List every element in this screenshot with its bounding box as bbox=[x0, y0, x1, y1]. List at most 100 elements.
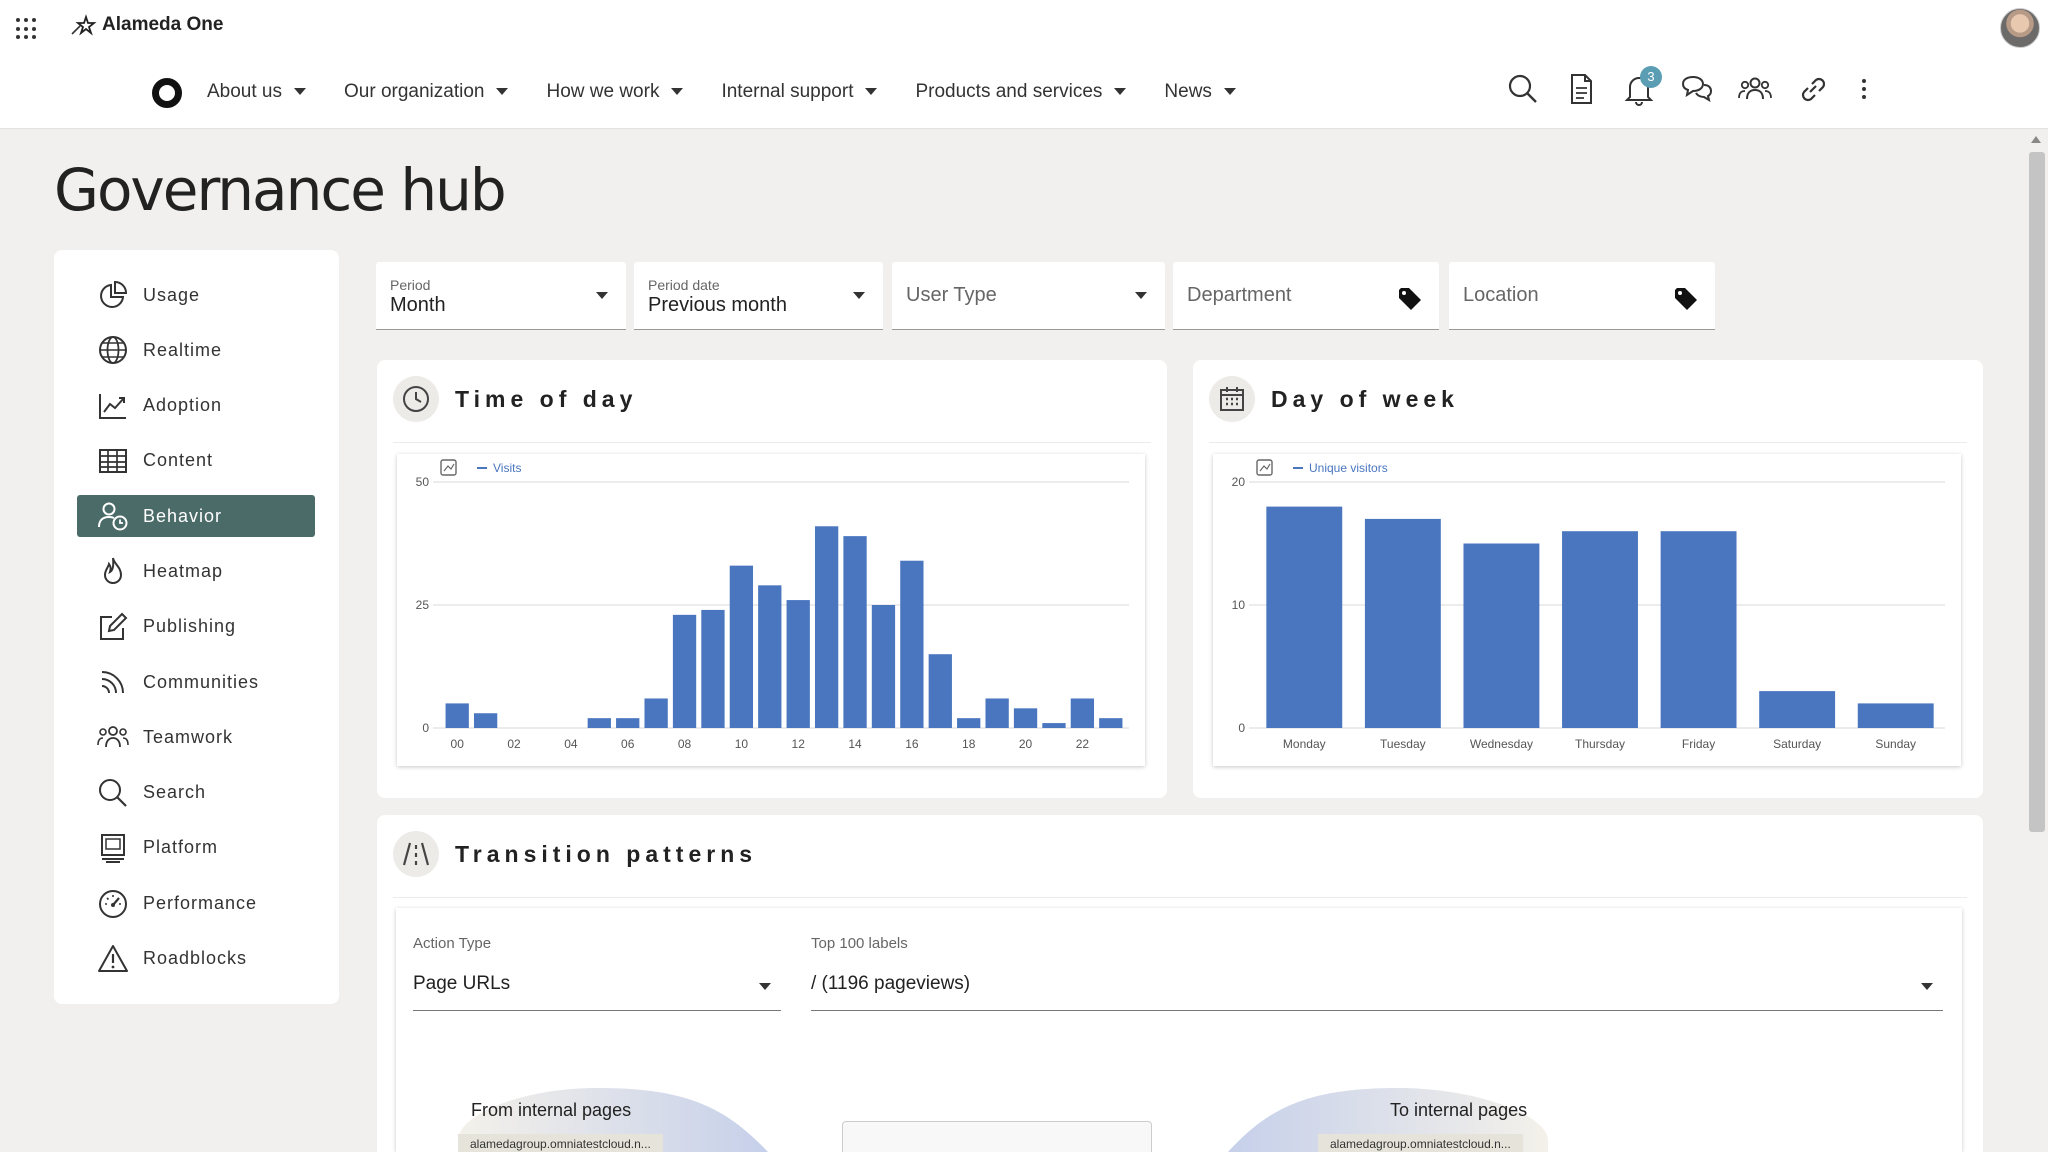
day-of-week-card: Day of week Unique visitors 0 10 20 Monday Tu… bbox=[1193, 360, 1983, 798]
search-icon[interactable] bbox=[1506, 72, 1540, 106]
bar-saturday bbox=[1759, 691, 1836, 728]
user-avatar[interactable] bbox=[2000, 8, 2040, 48]
trend-chart-icon bbox=[99, 393, 126, 419]
sidebar-item-label: Adoption bbox=[143, 395, 223, 416]
scroll-up-arrow-icon[interactable] bbox=[2031, 136, 2041, 143]
scroll-thumb[interactable] bbox=[2029, 152, 2045, 832]
chart-type-toggle-glyph bbox=[1259, 463, 1271, 472]
caret-down-icon bbox=[671, 88, 684, 95]
bar-hour-16 bbox=[900, 560, 924, 728]
bar-hour-18 bbox=[957, 718, 981, 728]
document-icon[interactable] bbox=[1564, 72, 1598, 106]
from-internal-pages-flow: From internal pages alamedagroup.omniate… bbox=[458, 1088, 768, 1152]
sidebar-item-performance[interactable]: Performance bbox=[77, 882, 315, 924]
chart-type-toggle-glyph bbox=[443, 463, 455, 472]
sidebar-item-label: Search bbox=[143, 782, 207, 803]
brand-logo[interactable]: Alameda One bbox=[70, 14, 223, 36]
nav-news[interactable]: News bbox=[1164, 81, 1236, 103]
sidebar-item-label: Platform bbox=[143, 837, 219, 858]
people-icon bbox=[97, 726, 129, 748]
sidebar-item-platform[interactable]: Platform bbox=[77, 827, 315, 869]
x-tick-label: Saturday bbox=[1773, 737, 1821, 751]
road-icon bbox=[393, 831, 439, 877]
nav-our-organization[interactable]: Our organization bbox=[344, 81, 509, 103]
current-page-box bbox=[842, 1121, 1152, 1152]
sidebar-item-content[interactable]: Content bbox=[77, 440, 315, 482]
top-labels-select[interactable]: Top 100 labels / (1196 pageviews) bbox=[811, 935, 1943, 1011]
link-icon[interactable] bbox=[1796, 72, 1830, 106]
tag-icon[interactable] bbox=[1397, 286, 1423, 312]
period-date-select[interactable]: Period date Previous month bbox=[634, 262, 883, 330]
more-options-icon[interactable] bbox=[1854, 72, 1874, 106]
caret-down-icon bbox=[1135, 292, 1147, 299]
sidebar-item-roadblocks[interactable]: Roadblocks bbox=[77, 938, 315, 980]
action-type-select[interactable]: Action Type Page URLs bbox=[413, 935, 781, 1011]
nav-label: Internal support bbox=[721, 80, 854, 102]
user-type-select[interactable]: User Type bbox=[892, 262, 1165, 330]
sidebar-item-behavior[interactable]: Behavior bbox=[77, 495, 315, 538]
caret-down-icon bbox=[865, 88, 878, 95]
search-icon bbox=[99, 778, 127, 807]
sidebar-item-label: Communities bbox=[143, 671, 260, 692]
caret-down-icon bbox=[853, 292, 865, 299]
time-of-day-chart-svg: Visits 0 25 50 00 02 04 06 08 10 12 14 16 18 20 22 bbox=[416, 459, 1129, 751]
bar-hour-8 bbox=[672, 614, 697, 728]
sidebar-item-communities[interactable]: Communities bbox=[77, 661, 315, 703]
chat-icon[interactable] bbox=[1680, 72, 1714, 106]
bar-hour-19 bbox=[985, 698, 1009, 728]
caret-down-icon bbox=[1114, 88, 1127, 95]
tag-icon[interactable] bbox=[1673, 286, 1699, 312]
chart-type-toggle-icon[interactable] bbox=[1256, 459, 1273, 476]
sidebar-item-usage[interactable]: Usage bbox=[77, 274, 315, 316]
app-launcher-icon[interactable] bbox=[16, 18, 38, 40]
sidebar-item-label: Heatmap bbox=[143, 560, 224, 581]
action-type-label: Action Type bbox=[413, 935, 492, 952]
day-of-week-chart-svg: Unique visitors 0 10 20 Monday Tuesday Wednesd… bbox=[1232, 459, 1945, 751]
page-scrollbar[interactable] bbox=[2024, 130, 2048, 1152]
nav-internal-support[interactable]: Internal support bbox=[721, 80, 878, 103]
time-of-day-title: Time of day bbox=[455, 385, 638, 412]
bar-hour-21 bbox=[1042, 723, 1066, 728]
to-page-chip[interactable]: alamedagroup.omniatestcloud.n... bbox=[1318, 1134, 1523, 1152]
day-of-week-title: Day of week bbox=[1271, 385, 1459, 412]
location-filter[interactable]: Location bbox=[1449, 262, 1715, 330]
period-select[interactable]: Period Month bbox=[376, 262, 626, 330]
bar-hour-14 bbox=[843, 536, 867, 728]
department-filter[interactable]: Department bbox=[1173, 262, 1439, 330]
main-navigation: About us Our organization How we work In… bbox=[0, 54, 2048, 129]
bar-hour-17 bbox=[928, 654, 952, 728]
time-of-day-chart: Visits 0 25 50 00 02 04 06 08 10 12 14 16 18 20 22 bbox=[397, 454, 1145, 766]
y-tick-label: 10 bbox=[1232, 598, 1246, 612]
period-value: Month bbox=[390, 294, 446, 316]
x-tick-label: Monday bbox=[1283, 737, 1326, 751]
bar-hour-7 bbox=[644, 698, 668, 728]
people-group-icon[interactable] bbox=[1738, 72, 1772, 106]
sidebar-item-adoption[interactable]: Adoption bbox=[77, 385, 315, 427]
to-internal-pages-title: To internal pages bbox=[1390, 1100, 1528, 1120]
sidebar-item-publishing[interactable]: Publishing bbox=[77, 606, 315, 648]
pie-chart-icon bbox=[100, 280, 128, 308]
warning-icon bbox=[98, 944, 128, 972]
nav-products-and-services[interactable]: Products and services bbox=[915, 81, 1127, 103]
bar-hour-5 bbox=[587, 718, 611, 728]
bar-hour-10 bbox=[729, 565, 754, 728]
legend-label: Unique visitors bbox=[1309, 461, 1388, 475]
chart-type-toggle-icon[interactable] bbox=[440, 459, 457, 476]
nav-label: How we work bbox=[546, 80, 660, 102]
bar-hour-15 bbox=[871, 605, 896, 728]
sidebar-item-search[interactable]: Search bbox=[77, 772, 315, 814]
sidebar-item-teamwork[interactable]: Teamwork bbox=[77, 716, 315, 758]
rss-icon bbox=[101, 671, 124, 694]
caret-down-icon bbox=[294, 88, 306, 95]
sidebar-item-realtime[interactable]: Realtime bbox=[77, 329, 315, 371]
nav-how-we-work[interactable]: How we work bbox=[546, 80, 684, 103]
from-page-chip[interactable]: alamedagroup.omniatestcloud.n... bbox=[458, 1134, 663, 1152]
home-logo-icon[interactable] bbox=[152, 78, 182, 108]
notification-bell-icon[interactable]: 3 bbox=[1622, 66, 1662, 106]
flame-icon bbox=[103, 558, 123, 585]
sidebar-item-label: Content bbox=[143, 450, 214, 471]
x-tick-label: Sunday bbox=[1875, 737, 1916, 751]
nav-about-us[interactable]: About us bbox=[207, 81, 306, 103]
sidebar-item-heatmap[interactable]: Heatmap bbox=[77, 550, 315, 592]
x-tick-label: 22 bbox=[1076, 737, 1090, 751]
